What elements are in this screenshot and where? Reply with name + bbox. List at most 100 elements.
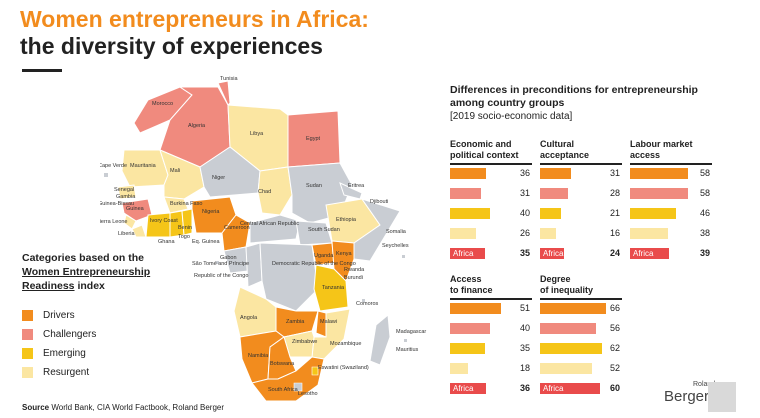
map-country-label: Chad xyxy=(258,189,271,195)
legend-item-emerging: Emerging xyxy=(22,348,86,359)
bar-africa-value-label: 24 xyxy=(609,248,620,258)
bar-africa: Africa xyxy=(630,248,669,259)
map-region-tunisia xyxy=(217,80,231,106)
legend-title-line-3: Readiness index xyxy=(22,279,182,293)
group-title-line-1: Economic and xyxy=(450,139,512,149)
bar-challengers xyxy=(540,323,596,334)
bar-africa: Africa xyxy=(540,383,600,394)
group-title-line-1: Degree xyxy=(540,274,571,284)
map-country-label: Cameroon xyxy=(224,225,250,231)
title-line-1: Women entrepreneurs in Africa: xyxy=(20,6,369,32)
bar-value-label: 38 xyxy=(699,228,710,238)
map-country-label: Angola xyxy=(240,315,258,321)
bar-value-label: 28 xyxy=(609,188,620,198)
source-text: World Bank, CIA World Factbook, Roland B… xyxy=(49,403,225,412)
map-country-label: Guinea-Bissau xyxy=(100,201,134,207)
bar-emerging xyxy=(540,343,602,354)
bar-value-label: 16 xyxy=(609,228,620,238)
bar-resurgent xyxy=(450,228,476,239)
source-label: Source xyxy=(22,403,50,412)
map-country-label: Zambia xyxy=(286,319,305,325)
group-title-line-2: access xyxy=(630,150,661,160)
map-country-label: Ghana xyxy=(158,239,175,245)
bar-value-label: 62 xyxy=(609,343,620,353)
legend-label: Challengers xyxy=(43,329,97,340)
map-country-label: Niger xyxy=(212,175,225,181)
map-region-tanzania xyxy=(313,264,349,312)
map-region-cameroon xyxy=(221,214,251,252)
legend-item-drivers: Drivers xyxy=(22,310,75,321)
map-country-label: South Africa xyxy=(268,387,299,393)
map-country-label: Central African Republic xyxy=(240,221,299,227)
map-region-mauritius xyxy=(404,339,407,342)
map-country-label: South Sudan xyxy=(308,227,340,233)
group-title-line-2: of inequality xyxy=(540,285,594,295)
map-country-label: Algeria xyxy=(188,123,206,129)
map-country-label: Botswana xyxy=(270,361,295,367)
page-title: Women entrepreneurs in Africa: the diver… xyxy=(20,6,369,60)
map-country-label: Somalia xyxy=(386,229,407,235)
map-country-label: Rwanda xyxy=(344,267,365,273)
legend-title: Categories based on the Women Entreprene… xyxy=(22,251,182,293)
bar-drivers xyxy=(450,168,486,179)
map-country-label: Democratic Republic of the Congo xyxy=(272,261,356,267)
bar-value-label: 56 xyxy=(609,323,620,333)
group-title-line-1: Cultural xyxy=(540,139,575,149)
bar-value-label: 21 xyxy=(609,208,620,218)
bar-africa-value-label: 35 xyxy=(519,248,530,258)
group-title-line-2: acceptance xyxy=(540,150,590,160)
map-country-label: Sierra Leone xyxy=(100,219,128,225)
group-title: Economic and political context xyxy=(450,139,519,161)
map-country-label: Guinea xyxy=(126,206,145,212)
legend-label: Emerging xyxy=(43,348,86,359)
map-country-label: Republic of the Congo xyxy=(194,273,248,279)
bar-challengers xyxy=(540,188,568,199)
legend-title-line-2: Women Entrepreneurship xyxy=(22,266,151,278)
map-region-guinea xyxy=(121,198,153,222)
map-country-label: Seychelles xyxy=(382,243,409,249)
map-country-label: Mali xyxy=(170,168,180,174)
map-country-label: Lesotho xyxy=(298,391,318,397)
map-region-kenya xyxy=(331,240,355,282)
legend-label: Resurgent xyxy=(43,367,90,378)
bar-value-label: 46 xyxy=(699,208,710,218)
group-title: Cultural acceptance xyxy=(540,139,589,161)
map-country-label: Nigeria xyxy=(202,209,220,215)
map-region-seychelles xyxy=(402,255,405,258)
bar-value-label: 66 xyxy=(609,303,620,313)
legend-swatch-emerging xyxy=(22,348,33,359)
map-country-label: Liberia xyxy=(118,231,135,237)
map-country-label: Zimbabwe xyxy=(292,339,317,345)
bar-value-label: 58 xyxy=(699,168,710,178)
map-country-label: Mauritius xyxy=(396,347,419,353)
map-country-label: Eritrea xyxy=(348,183,365,189)
bar-africa-value-label: 60 xyxy=(609,383,620,393)
map-country-label: Gabon xyxy=(220,255,237,261)
legend-item-challengers: Challengers xyxy=(22,329,96,340)
logo-text: Berger xyxy=(664,388,710,405)
legend-title-line-1: Categories based on the xyxy=(22,252,144,264)
bar-value-label: 51 xyxy=(519,303,530,313)
bar-emerging xyxy=(450,343,485,354)
map-region-comoros xyxy=(362,299,365,302)
legend-title-index: index xyxy=(74,280,105,292)
map-country-label: Ethiopia xyxy=(336,217,357,223)
map-country-label: Namibia xyxy=(248,353,269,359)
map-country-label: Eq. Guinea xyxy=(192,239,220,245)
map-country-label: Kenya xyxy=(336,251,353,257)
group-title: Labour market access xyxy=(630,139,693,161)
bar-africa: Africa xyxy=(450,383,486,394)
group-divider xyxy=(450,163,532,165)
legend-swatch-drivers xyxy=(22,310,33,321)
bar-value-label: 40 xyxy=(519,208,530,218)
bar-resurgent xyxy=(630,228,668,239)
africa-map: Tunisia Morocco Algeria Libya Egypt Cape Verd… xyxy=(100,76,426,402)
source-note: Source World Bank, CIA World Factbook, R… xyxy=(22,403,224,412)
panel-title: Differences in preconditions for entrepr… xyxy=(450,84,720,110)
bar-value-label: 31 xyxy=(609,168,620,178)
map-country-label: Djibouti xyxy=(370,199,388,205)
group-title-line-2: to finance xyxy=(450,285,493,295)
bar-value-label: 36 xyxy=(519,168,530,178)
map-country-label: Libya xyxy=(250,131,264,137)
bar-value-label: 18 xyxy=(519,363,530,373)
